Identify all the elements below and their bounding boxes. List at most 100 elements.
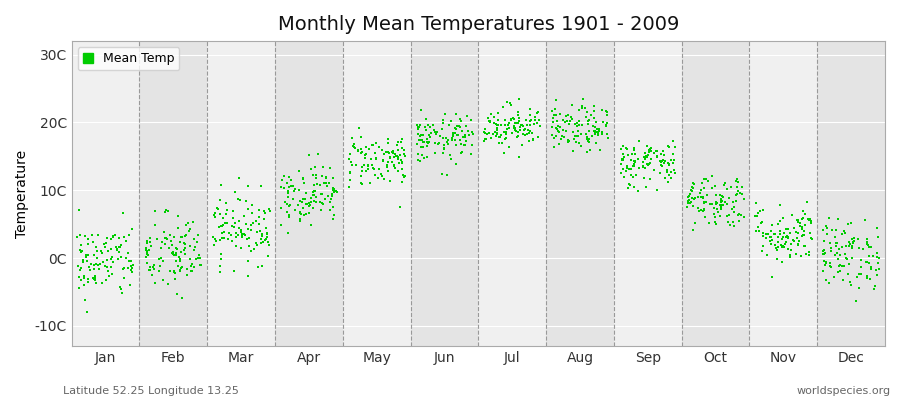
Point bbox=[167, 268, 182, 275]
Point bbox=[410, 140, 424, 147]
Point bbox=[221, 230, 236, 236]
Point bbox=[622, 181, 636, 187]
Point bbox=[640, 143, 654, 150]
Point bbox=[638, 184, 652, 190]
Point bbox=[523, 118, 537, 124]
Point bbox=[436, 144, 451, 151]
Point bbox=[229, 234, 243, 240]
Point bbox=[350, 148, 365, 154]
Point bbox=[206, 234, 220, 240]
Point bbox=[590, 126, 605, 132]
Point bbox=[490, 129, 504, 136]
Point bbox=[736, 213, 751, 220]
Point bbox=[428, 140, 442, 146]
Point bbox=[410, 125, 425, 132]
Point bbox=[454, 118, 469, 124]
Point bbox=[452, 123, 466, 130]
Point bbox=[500, 134, 514, 141]
Point bbox=[575, 122, 590, 128]
Point bbox=[870, 254, 885, 260]
Point bbox=[330, 189, 345, 195]
Point bbox=[191, 254, 205, 261]
Point bbox=[177, 251, 192, 258]
Bar bbox=[207, 41, 275, 346]
Point bbox=[869, 267, 884, 274]
Point bbox=[274, 183, 288, 190]
Point bbox=[81, 276, 95, 282]
Point bbox=[140, 252, 155, 258]
Point bbox=[699, 199, 714, 205]
Point bbox=[620, 146, 634, 152]
Point bbox=[720, 201, 734, 207]
Point bbox=[722, 195, 736, 201]
Point bbox=[345, 162, 359, 168]
Point bbox=[616, 166, 630, 173]
Point bbox=[596, 118, 610, 125]
Point bbox=[306, 189, 320, 195]
Point bbox=[636, 164, 651, 170]
Point bbox=[705, 185, 719, 191]
Point bbox=[731, 178, 745, 185]
Point bbox=[417, 155, 431, 162]
Point bbox=[448, 142, 463, 148]
Point bbox=[518, 126, 532, 132]
Point bbox=[454, 137, 468, 143]
Point bbox=[176, 234, 190, 240]
Point bbox=[574, 105, 589, 111]
Point bbox=[79, 253, 94, 260]
Point bbox=[721, 219, 735, 225]
Point bbox=[776, 242, 790, 249]
Point bbox=[250, 242, 265, 248]
Point bbox=[724, 184, 738, 190]
Point bbox=[393, 152, 408, 158]
Point bbox=[845, 245, 859, 252]
Point bbox=[559, 112, 573, 119]
Point bbox=[562, 121, 577, 127]
Point bbox=[142, 239, 157, 245]
Point bbox=[477, 138, 491, 144]
Point bbox=[281, 188, 295, 194]
Point bbox=[71, 206, 86, 213]
Point bbox=[346, 143, 360, 149]
Point bbox=[304, 166, 319, 172]
Point bbox=[551, 128, 565, 134]
Point bbox=[690, 194, 705, 200]
Point bbox=[687, 185, 701, 192]
Point bbox=[391, 168, 405, 174]
Point bbox=[749, 200, 763, 206]
Point bbox=[104, 264, 119, 270]
Point bbox=[616, 157, 630, 163]
Point bbox=[420, 136, 435, 142]
Point bbox=[720, 186, 734, 193]
Point bbox=[177, 233, 192, 240]
Point bbox=[800, 215, 814, 222]
Point bbox=[211, 206, 225, 212]
Point bbox=[158, 209, 173, 215]
Point bbox=[548, 96, 562, 103]
Point bbox=[319, 175, 333, 182]
Point bbox=[388, 165, 402, 171]
Point bbox=[860, 236, 875, 242]
Point bbox=[462, 132, 476, 138]
Point bbox=[653, 150, 668, 157]
Point bbox=[251, 264, 266, 270]
Point bbox=[116, 266, 130, 273]
Point bbox=[141, 267, 156, 273]
Point bbox=[87, 266, 102, 272]
Point bbox=[558, 119, 572, 126]
Point bbox=[545, 124, 560, 130]
Point bbox=[249, 228, 264, 235]
Point bbox=[776, 214, 790, 221]
Point bbox=[294, 210, 309, 217]
Point bbox=[175, 264, 189, 270]
Point bbox=[587, 108, 601, 115]
Point bbox=[642, 152, 656, 158]
Point bbox=[306, 205, 320, 211]
Point bbox=[382, 154, 397, 161]
Point bbox=[599, 119, 614, 126]
Y-axis label: Temperature: Temperature bbox=[15, 150, 29, 238]
Point bbox=[84, 261, 98, 267]
Point bbox=[453, 116, 467, 122]
Point bbox=[278, 199, 293, 206]
Point bbox=[314, 173, 328, 180]
